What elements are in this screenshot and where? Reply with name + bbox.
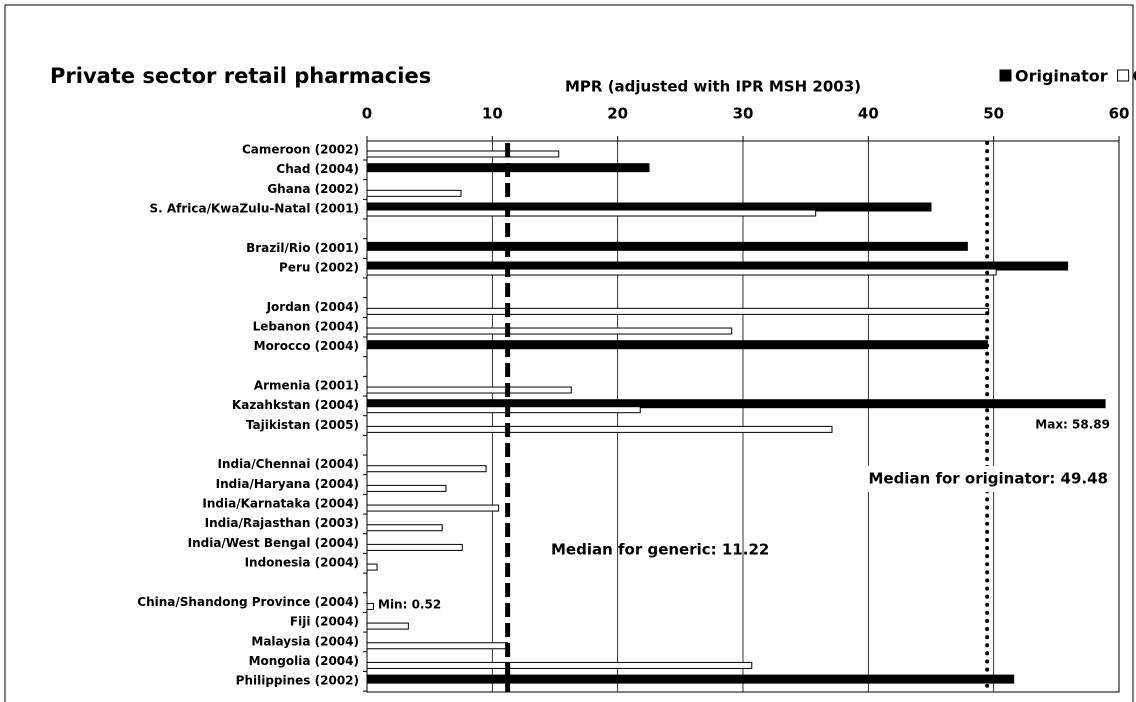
y-tick-label: Cameroon (2002) [242, 143, 359, 157]
y-tick-label: Armenia (2001) [254, 379, 359, 393]
bar [366, 622, 409, 630]
label-bg [1016, 415, 1114, 435]
y-tick-label: Indonesia (2004) [245, 556, 359, 570]
y-tick-label: Fiji (2004) [290, 615, 359, 629]
bar [366, 189, 462, 197]
y-tick-label: Mongolia (2004) [249, 654, 359, 668]
y-tick-label: India/Chennai (2004) [217, 457, 359, 471]
label-bg [848, 466, 1112, 492]
bar [366, 642, 508, 650]
y-tick-label: Chad (2004) [276, 162, 359, 176]
bar [366, 465, 487, 473]
bar [366, 406, 641, 414]
annotation: Min: 0.52 [378, 598, 441, 612]
y-tick-label: Tajikistan (2005) [246, 418, 359, 432]
bar [366, 504, 500, 512]
y-tick-label: Brazil/Rio (2001) [246, 241, 359, 255]
y-tick-label: Malaysia (2004) [251, 634, 359, 648]
bar [366, 327, 733, 335]
y-tick-label: Peru (2002) [279, 261, 359, 275]
y-tick-label: Philippines (2002) [236, 674, 359, 688]
legend-swatch [1117, 69, 1130, 82]
x-tick-label: 20 [607, 105, 628, 123]
legend-swatch [999, 69, 1012, 82]
bar [366, 268, 997, 276]
legend-label: Generic [1133, 67, 1136, 86]
x-tick-label: 40 [858, 105, 879, 123]
bar [366, 340, 988, 350]
bar [366, 241, 968, 251]
bar [366, 150, 560, 158]
bar [366, 209, 817, 217]
frame [4, 4, 1134, 702]
x-tick-label: 60 [1109, 105, 1130, 123]
bar [366, 399, 1106, 409]
bar [366, 674, 1015, 684]
x-tick-label: 10 [482, 105, 503, 123]
y-tick-label: Morocco (2004) [254, 339, 359, 353]
y-tick-label: China/Shandong Province (2004) [137, 595, 359, 609]
y-tick-label: Lebanon (2004) [253, 320, 359, 334]
y-tick-label: India/Haryana (2004) [216, 477, 359, 491]
annotation: Max: 58.89 [1035, 418, 1110, 432]
reference-label: Median for originator: 49.48 [868, 470, 1108, 488]
bar [366, 484, 447, 492]
y-tick-label: S. Africa/KwaZulu-Natal (2001) [149, 202, 359, 216]
y-tick-label: Ghana (2002) [267, 182, 359, 196]
x-axis-title: MPR (adjusted with IPR MSH 2003) [565, 78, 861, 96]
x-tick-label: 0 [362, 105, 372, 123]
bar [366, 602, 375, 610]
bar [366, 524, 443, 532]
y-tick-label: Kazahkstan (2004) [232, 398, 359, 412]
x-tick-label: 30 [733, 105, 754, 123]
bar [366, 543, 463, 551]
chart-title: Private sector retail pharmacies [50, 64, 431, 88]
x-tick-label: 50 [983, 105, 1004, 123]
bar [366, 563, 378, 571]
bar [366, 307, 990, 315]
bar [366, 386, 572, 394]
bar [366, 425, 833, 433]
bar [366, 661, 753, 669]
legend-label: Originator [1015, 67, 1108, 86]
reference-label: Median for generic: 11.22 [551, 541, 769, 559]
y-tick-label: India/West Bengal (2004) [188, 536, 359, 550]
y-tick-label: India/Rajasthan (2003) [205, 516, 359, 530]
y-tick-label: Jordan (2004) [266, 300, 359, 314]
y-tick-label: India/Karnataka (2004) [202, 497, 359, 511]
